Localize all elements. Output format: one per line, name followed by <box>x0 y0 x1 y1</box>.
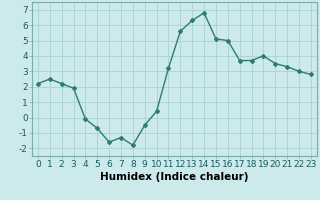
X-axis label: Humidex (Indice chaleur): Humidex (Indice chaleur) <box>100 172 249 182</box>
